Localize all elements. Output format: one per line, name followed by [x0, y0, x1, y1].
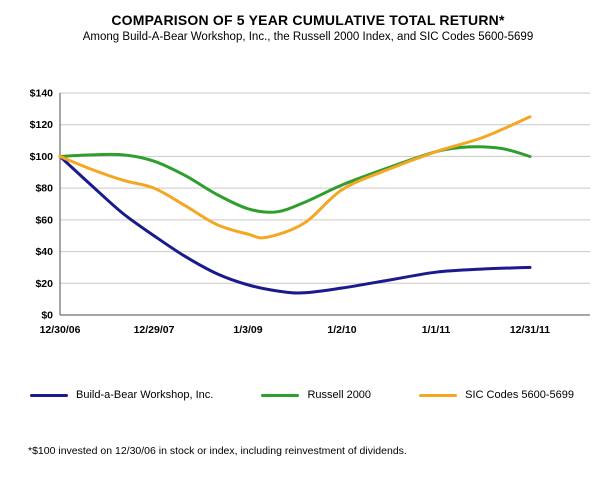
- legend-label-russell-2000: Russell 2000: [307, 389, 372, 401]
- chart-subtitle: Among Build-A-Bear Workshop, Inc., the R…: [82, 31, 534, 43]
- y-tick-label: $60: [35, 214, 53, 226]
- x-tick-label: 1/2/10: [327, 324, 356, 336]
- y-tick-label: $40: [35, 246, 53, 258]
- y-tick-label: $80: [35, 183, 53, 195]
- y-tick-label: $140: [30, 88, 54, 100]
- series-line-sic-codes-5600-5699: [58, 115, 532, 240]
- line-chart: $0 $20 $40 $60 $80 $100 $120 $140 12/30/06 12/29/…: [30, 88, 590, 336]
- legend-swatch-build-a-bear: [30, 393, 68, 397]
- y-tick-label: $100: [30, 151, 54, 163]
- legend-label-sic-codes: SIC Codes 5600-5699: [465, 389, 574, 401]
- x-tick-label: 1/1/11: [422, 324, 451, 336]
- legend-item-build-a-bear: Build-a-Bear Workshop, Inc.: [30, 389, 213, 401]
- series-line-build-a-bear-workshop-inc-: [58, 154, 532, 295]
- series-line-russell-2000: [58, 145, 532, 214]
- chart-footnote: *$100 invested on 12/30/06 in stock or i…: [28, 445, 407, 457]
- legend-item-sic-codes: SIC Codes 5600-5699: [419, 389, 574, 401]
- legend-label-build-a-bear: Build-a-Bear Workshop, Inc.: [76, 389, 214, 401]
- y-tick-label: $120: [30, 119, 54, 131]
- legend-item-russell-2000: Russell 2000: [261, 389, 371, 401]
- legend-swatch-russell-2000: [261, 393, 300, 397]
- legend-swatch-sic-codes: [419, 393, 458, 397]
- y-tick-label: $20: [35, 278, 53, 290]
- x-tick-label: 12/30/06: [40, 324, 81, 336]
- y-tick-label: $0: [41, 310, 53, 322]
- x-tick-label: 12/31/11: [510, 324, 550, 336]
- chart-legend: Build-a-Bear Workshop, Inc. Russell 2000…: [0, 389, 616, 401]
- chart-title: COMPARISON OF 5 YEAR CUMULATIVE TOTAL RE…: [111, 12, 505, 28]
- x-tick-label: 1/3/09: [233, 324, 262, 336]
- x-tick-label: 12/29/07: [134, 324, 175, 336]
